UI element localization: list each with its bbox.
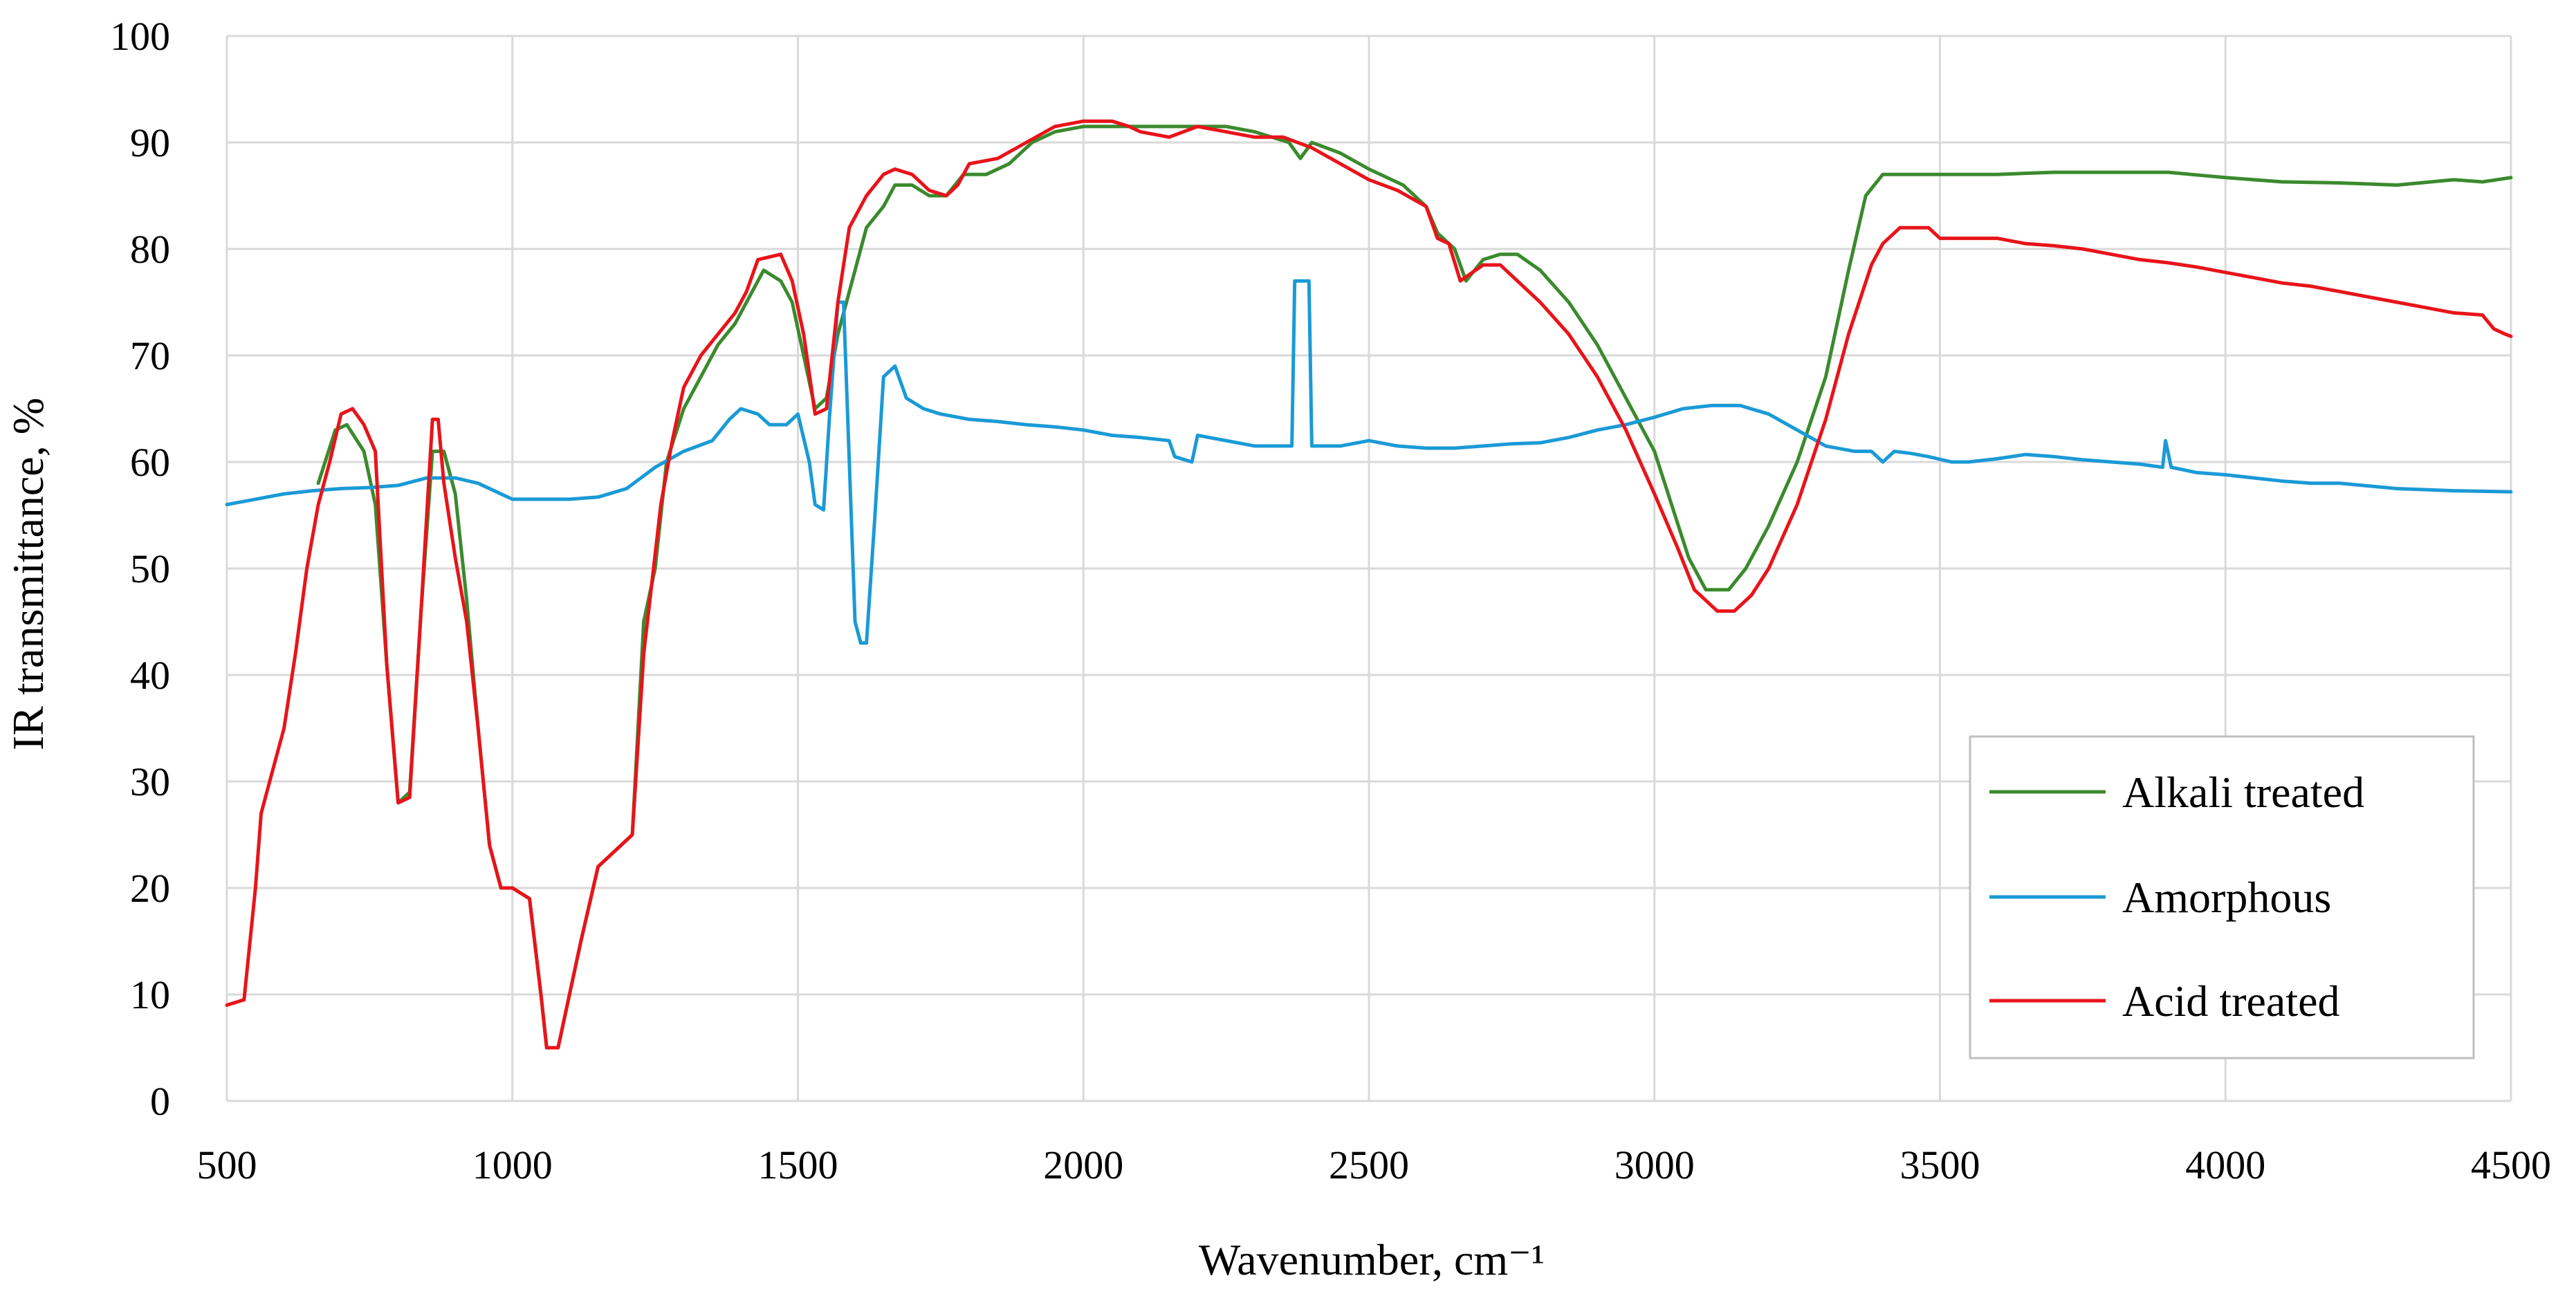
- legend-label: Amorphous: [2122, 873, 2331, 922]
- y-axis-title: IR transmittance, %: [3, 398, 53, 750]
- x-tick-label: 3500: [1900, 1142, 1980, 1187]
- gridlines: [226, 35, 2512, 1102]
- y-tick-label: 10: [130, 972, 170, 1017]
- legend-label: Acid treated: [2122, 976, 2340, 1026]
- x-tick-label: 4500: [2471, 1142, 2551, 1187]
- legend-label: Alkali treated: [2122, 768, 2364, 817]
- x-tick-label: 2000: [1043, 1142, 1123, 1187]
- x-tick-label: 500: [197, 1142, 257, 1187]
- series-line-acid-treated: [225, 119, 2513, 1050]
- y-tick-label: 50: [130, 546, 170, 591]
- x-tick-label: 1000: [472, 1142, 553, 1187]
- series-lines: [225, 119, 2513, 1050]
- y-axis-tick-labels: 0 10 20 30 40 50 60 70 80 90 100: [110, 14, 170, 1124]
- y-tick-label: 100: [110, 14, 170, 59]
- series-line-amorphous: [225, 279, 2513, 645]
- legend: Alkali treated Amorphous Acid treated: [1969, 735, 2475, 1059]
- x-axis-title: Wavenumber, cm⁻¹: [1199, 1235, 1545, 1284]
- y-tick-label: 30: [130, 759, 170, 804]
- x-tick-label: 2500: [1329, 1142, 1409, 1187]
- x-tick-label: 4000: [2185, 1142, 2265, 1187]
- y-tick-label: 60: [130, 440, 170, 485]
- y-tick-label: 20: [130, 866, 170, 911]
- x-tick-label: 3000: [1614, 1142, 1695, 1187]
- x-tick-label: 1500: [758, 1142, 838, 1187]
- y-tick-label: 70: [130, 333, 170, 378]
- x-axis-tick-labels: 500 1000 1500 2000 2500 3000 3500 4000 4500: [197, 1142, 2552, 1187]
- y-tick-label: 0: [150, 1079, 170, 1124]
- y-tick-label: 80: [130, 227, 170, 272]
- y-tick-label: 90: [130, 120, 170, 165]
- y-tick-label: 40: [130, 653, 170, 698]
